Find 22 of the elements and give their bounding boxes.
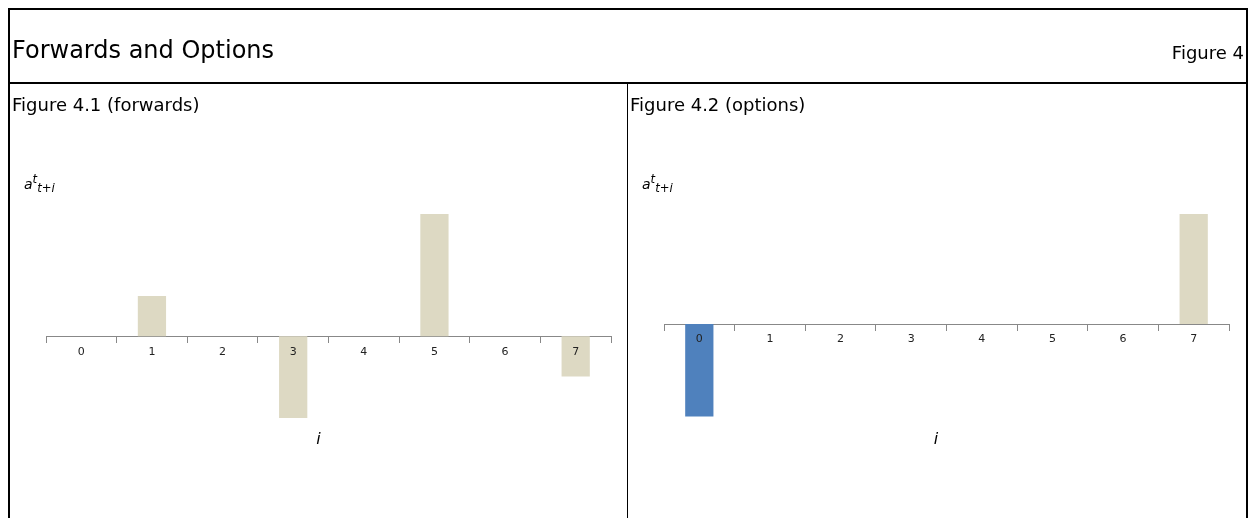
x-tick-label: 0 (77, 344, 85, 358)
x-tick-label: 1 (148, 344, 156, 358)
x-tick-label: 2 (837, 332, 845, 346)
x-tick-label: 6 (1119, 332, 1127, 346)
x-tick-label: 0 (695, 332, 703, 346)
x-tick-label: 4 (978, 332, 986, 346)
x-axis-title: i (932, 429, 940, 448)
x-tick-label: 2 (219, 344, 227, 358)
chart-title: Figure 4.2 (options) (630, 94, 806, 115)
x-tick-label: 7 (1190, 332, 1198, 346)
x-axis-title: i (315, 429, 322, 448)
x-tick-label: 7 (572, 344, 580, 358)
x-tick-label: 3 (289, 344, 297, 358)
caption: Figure 4 (1171, 42, 1244, 63)
chart-title: Figure 4.1 (forwards) (12, 94, 200, 115)
x-tick-label: 6 (501, 344, 509, 358)
x-tick-label: 5 (1048, 332, 1056, 346)
x-tick-label: 4 (360, 344, 368, 358)
x-tick-label: 3 (907, 332, 915, 346)
x-tick-label: 5 (430, 344, 438, 358)
x-tick-label: 1 (766, 332, 774, 346)
text: Forwards and Options (12, 36, 275, 64)
